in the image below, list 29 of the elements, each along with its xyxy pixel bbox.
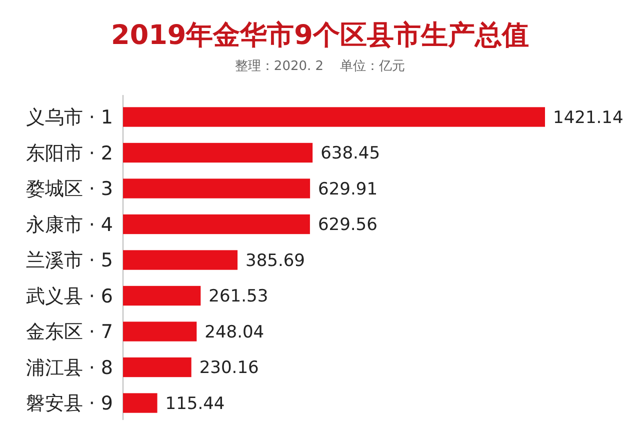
y-tick-label: 婺城区 · 3 (26, 178, 113, 200)
data-label: 230.16 (199, 358, 259, 378)
bar (123, 250, 238, 270)
y-tick-label: 东阳市 · 2 (26, 142, 113, 164)
bar (123, 214, 310, 234)
data-label: 629.56 (318, 215, 378, 236)
data-label: 261.53 (208, 286, 268, 307)
bar (123, 178, 310, 198)
bar (123, 357, 192, 378)
y-tick-label: 磐安县 · 9 (26, 392, 113, 415)
data-label: 629.91 (318, 179, 378, 200)
bar (123, 107, 545, 127)
data-label: 638.45 (320, 144, 380, 164)
bar (123, 286, 201, 306)
bar (123, 322, 197, 342)
data-label: 385.69 (246, 250, 306, 271)
bar (123, 393, 158, 413)
chart-title: 2019年金华市9个区县市生产总值 (111, 20, 529, 51)
y-tick-label: 浦江县 · 8 (26, 356, 113, 379)
chart-subtitle: 整理：2020. 2 单位：亿元 (234, 59, 406, 74)
data-label: 115.44 (165, 394, 225, 414)
data-label: 248.04 (204, 322, 264, 342)
y-tick-label: 武义县 · 6 (26, 285, 113, 308)
data-label: 1421.14 (553, 108, 624, 128)
y-tick-label: 义乌市 · 1 (26, 106, 113, 129)
y-tick-label: 永康市 · 4 (26, 214, 113, 236)
bar (123, 142, 313, 163)
y-tick-label: 兰溪市 · 5 (26, 250, 113, 272)
y-tick-label: 金东区 · 7 (26, 321, 113, 344)
